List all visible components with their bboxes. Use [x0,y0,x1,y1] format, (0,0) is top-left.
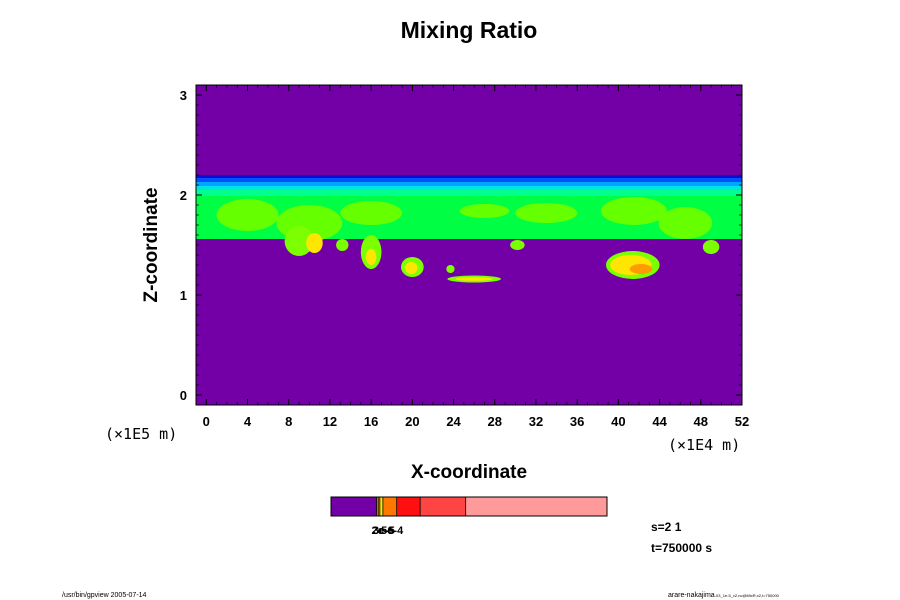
y-tick-label-0: 0 [180,388,187,403]
colorbar-segment-1 [376,497,379,516]
x-tick-label-7: 28 [488,414,502,429]
feature-blob-2 [340,201,403,225]
feature-blob-8 [306,233,323,253]
x-tick-label-0: 0 [203,414,210,429]
feature-blob-4 [515,203,578,223]
info-line-s: s=2 1 [651,520,682,534]
feature-blob-21 [702,240,720,254]
colorbar-segment-6 [420,497,466,516]
colorbar-label-0: 2e-6 [372,525,394,537]
layer-band-1 [196,178,742,182]
y-tick-label-2: 2 [180,188,187,203]
y-tick-label-1: 1 [180,288,187,303]
y-tick-label-3: 3 [180,88,187,103]
layer-band-0 [196,175,742,178]
colorbar-frame [330,496,608,517]
colorbar-segment-7 [465,497,608,516]
feature-blob-6 [658,207,713,239]
x-tick-label-1: 4 [244,414,252,429]
x-axis-unit: (×1E4 m) [668,436,740,454]
colorbar-segment-3 [379,497,384,516]
feature-blob-14 [446,265,455,273]
x-tick-label-12: 48 [694,414,708,429]
x-tick-label-8: 32 [529,414,543,429]
feature-blob-13 [405,262,418,274]
x-tick-label-6: 24 [446,414,461,429]
chart-title: Mixing Ratio [401,17,538,43]
colorbar-label-1: 3e-5 [373,525,395,537]
x-axis-ticks: 0 4 8 12 16 20 24 28 32 36 40 44 48 52 [203,85,749,429]
footer-file: -03_1e-5_v2.nc@MixR,x2,t=750000 [715,593,780,598]
colorbar-segment-0 [331,497,377,516]
mixing-ratio-features [216,197,720,283]
x-tick-label-10: 40 [611,414,625,429]
feature-blob-11 [365,249,377,265]
feature-blob-9 [336,239,349,251]
feature-blob-5 [600,197,667,225]
feature-blob-16 [455,277,493,281]
plot-background [196,85,742,405]
colorbar [331,497,608,516]
x-tick-label-4: 16 [364,414,378,429]
colorbar-segment-5 [396,497,421,516]
layer-band-3 [196,186,742,190]
feature-blob-20 [629,264,653,274]
layer-band-4 [196,190,742,196]
feature-blob-3 [459,204,510,218]
x-tick-label-13: 52 [735,414,749,429]
x-axis-label: X-coordinate [411,462,527,483]
footer-author: arare-nakajima-03_1e-5_v2.nc@MixR,x2,t=7… [668,592,780,599]
layer-band-2 [196,182,742,186]
y-axis-label: Z-coordinate [141,187,162,302]
x-tick-label-11: 44 [652,414,667,429]
colorbar-labels: 2e-63e-55e-4 [372,525,405,537]
y-axis-unit: (×1E5 m) [105,425,177,443]
colorbar-segment-4 [382,497,397,516]
footer-author-name: arare-nakajima [668,592,715,599]
feature-blob-7 [284,226,314,256]
colorbar-segment-2 [378,497,381,516]
feature-blob-0 [216,199,279,231]
feature-blob-17 [510,240,525,250]
y-axis-ticks: 0 1 2 3 [180,88,742,403]
info-line-time: t=750000 s [651,541,712,555]
x-tick-label-5: 20 [405,414,419,429]
colorbar-label-2: 5e-4 [381,525,404,537]
x-tick-label-2: 8 [285,414,292,429]
x-tick-label-9: 36 [570,414,584,429]
x-tick-label-3: 12 [323,414,337,429]
footer-program: /usr/bin/gpview 2005-07-14 [62,592,147,599]
